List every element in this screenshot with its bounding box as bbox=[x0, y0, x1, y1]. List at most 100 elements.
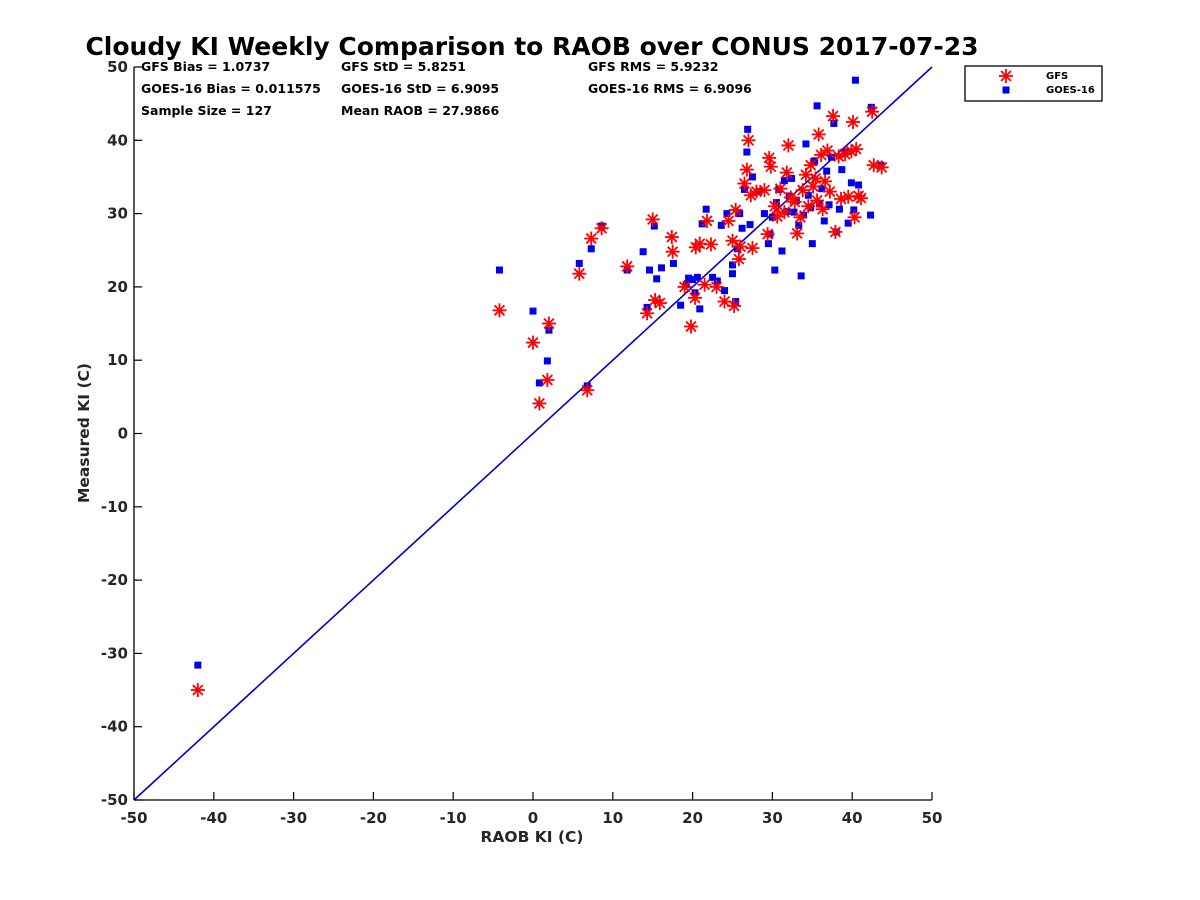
gfs-point bbox=[845, 114, 860, 129]
gfs-point bbox=[763, 159, 778, 174]
goes16-point bbox=[802, 140, 810, 148]
gfs-point bbox=[790, 226, 805, 241]
gfs-point bbox=[699, 213, 714, 228]
legend-box bbox=[964, 65, 1103, 102]
goes16-point bbox=[529, 307, 537, 315]
gfs-point bbox=[822, 184, 837, 199]
y-tick-label: 30 bbox=[107, 205, 128, 223]
goes16-point bbox=[835, 205, 843, 213]
gfs-point bbox=[664, 230, 679, 245]
gfs-point bbox=[652, 296, 667, 311]
gfs-point bbox=[810, 193, 825, 208]
goes16-point bbox=[827, 153, 835, 161]
stat-gfs-bias: GFS Bias = 1.0737 bbox=[141, 59, 270, 74]
goes16-point bbox=[788, 174, 796, 182]
gfs-point bbox=[820, 143, 835, 158]
stat-goes-std: GOES-16 StD = 6.9095 bbox=[341, 81, 499, 96]
gfs-point bbox=[594, 221, 609, 236]
goes16-point bbox=[717, 221, 725, 229]
y-tick-label: -10 bbox=[101, 498, 128, 516]
x-tick-label: 30 bbox=[762, 809, 783, 827]
goes16-point bbox=[780, 177, 788, 185]
x-tick-label: -20 bbox=[360, 809, 387, 827]
gfs-point bbox=[727, 298, 742, 313]
goes16-point bbox=[194, 661, 202, 669]
gfs-point bbox=[526, 335, 540, 350]
gfs-point bbox=[725, 233, 740, 248]
goes16-point bbox=[738, 224, 746, 232]
goes16-point bbox=[669, 259, 677, 267]
goes16-point bbox=[760, 210, 768, 218]
goes16-point bbox=[693, 273, 701, 281]
goes16-point bbox=[729, 261, 736, 269]
stat-goes-bias: GOES-16 Bias = 0.011575 bbox=[141, 81, 321, 96]
stat-sample-size: Sample Size = 127 bbox=[141, 103, 272, 118]
gfs-point bbox=[687, 290, 702, 305]
x-tick-label: 50 bbox=[922, 809, 943, 827]
goes16-point bbox=[818, 185, 826, 193]
legend-gfs-label: GFS bbox=[1046, 71, 1068, 82]
goes16-point bbox=[771, 266, 779, 274]
goes16-point bbox=[764, 240, 772, 248]
x-axis-label: RAOB KI (C) bbox=[480, 828, 583, 846]
gfs-point bbox=[492, 303, 507, 318]
y-tick-label: 40 bbox=[107, 131, 128, 149]
x-tick-label: 0 bbox=[528, 809, 538, 827]
goes16-point bbox=[677, 301, 685, 309]
goes16-point bbox=[808, 240, 816, 248]
goes16-point bbox=[543, 357, 551, 365]
gfs-point bbox=[770, 209, 785, 224]
ticks-layer: -50 -40 -30 -20 -10 0 10 20 30 40 50 50 40 30 20 10 0 -10… bbox=[101, 58, 943, 827]
goes16-point bbox=[813, 102, 821, 110]
goes16-point bbox=[844, 219, 852, 227]
goes16-point bbox=[650, 222, 658, 230]
y-tick-label: -30 bbox=[101, 644, 128, 662]
gfs-point bbox=[773, 181, 788, 196]
goes16-point bbox=[838, 166, 846, 174]
goes16-point bbox=[723, 210, 731, 218]
gfs-point bbox=[811, 127, 826, 142]
reference-line-layer bbox=[133, 66, 933, 801]
goes16-point bbox=[587, 245, 595, 253]
points-layer bbox=[190, 76, 889, 698]
legend-gfs-marker bbox=[999, 69, 1013, 83]
goes16-point bbox=[646, 266, 654, 274]
y-tick-label: -50 bbox=[101, 791, 128, 809]
chart-title: Cloudy KI Weekly Comparison to RAOB over… bbox=[85, 32, 978, 61]
goes16-point bbox=[744, 125, 752, 133]
goes16-point bbox=[850, 206, 858, 214]
gfs-point bbox=[580, 383, 595, 398]
gfs-point bbox=[677, 279, 692, 294]
goes16-point bbox=[575, 259, 583, 267]
y-tick-label: 50 bbox=[107, 58, 128, 76]
gfs-point bbox=[777, 205, 792, 220]
gfs-point bbox=[728, 202, 743, 217]
gfs-point bbox=[760, 227, 775, 242]
gfs-point bbox=[757, 183, 772, 198]
goes16-point bbox=[804, 191, 812, 199]
goes16-point bbox=[851, 76, 859, 84]
y-tick-label: -40 bbox=[101, 718, 128, 736]
gfs-point bbox=[640, 306, 655, 321]
legend-goes-label: GOES-16 bbox=[1046, 85, 1095, 96]
gfs-point bbox=[801, 199, 816, 214]
gfs-point bbox=[697, 277, 712, 292]
gfs-point bbox=[818, 174, 833, 189]
goes16-point bbox=[702, 205, 710, 213]
goes16-point bbox=[729, 270, 736, 278]
gfs-point bbox=[737, 176, 752, 191]
gfs-point bbox=[665, 244, 680, 259]
gfs-point bbox=[808, 171, 823, 186]
y-tick-label: 0 bbox=[118, 425, 128, 443]
legend-goes-marker bbox=[1002, 86, 1010, 94]
goes16-point bbox=[709, 273, 717, 281]
goes16-point bbox=[748, 173, 756, 181]
x-tick-label: -10 bbox=[440, 809, 467, 827]
x-tick-label: 20 bbox=[682, 809, 703, 827]
gfs-point bbox=[762, 150, 777, 165]
goes16-point bbox=[820, 217, 828, 225]
y-tick-label: 10 bbox=[107, 351, 128, 369]
gfs-point bbox=[739, 162, 754, 177]
stat-mean-raob: Mean RAOB = 27.9866 bbox=[341, 103, 499, 118]
